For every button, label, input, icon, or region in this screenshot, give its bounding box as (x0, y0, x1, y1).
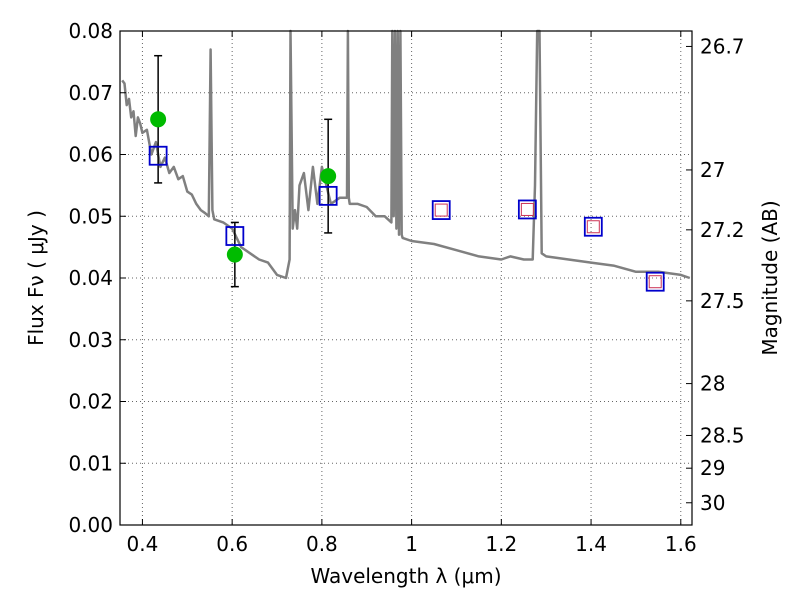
right-tick-label: 27.5 (700, 289, 745, 313)
predicted-flux-marker (648, 275, 662, 289)
observed-flux-point (226, 246, 243, 263)
y-tick-label: 0.04 (68, 266, 113, 290)
synthetic-flux-marker (225, 226, 245, 246)
y-tick-label: 0.02 (68, 390, 113, 414)
observed-flux-point (320, 168, 337, 185)
y-tick-label: 0.08 (68, 19, 113, 43)
x-tick-label: 1.6 (665, 532, 697, 556)
y-tick-label: 0.05 (68, 204, 113, 228)
synthetic-flux-marker (517, 199, 537, 220)
synthetic-flux-marker (318, 185, 338, 206)
predicted-flux-marker (520, 202, 534, 216)
y-tick-label: 0.01 (68, 451, 113, 475)
plot-frame (119, 30, 693, 526)
x-tick-label: 1.2 (485, 532, 517, 556)
plot-area (121, 29, 691, 292)
right-tick-label: 28.5 (700, 423, 745, 447)
right-tick-label: 28 (700, 372, 725, 396)
right-tick-label: 27 (700, 158, 725, 182)
synthetic-flux-marker (148, 145, 168, 166)
axis-ticks: 0.4 0.6 0.8 1 1.2 1.4 1.6 0.00 0.01 0.02 0.03 0.04 0… (68, 19, 744, 556)
x-tick-label: 0.6 (216, 532, 248, 556)
y-axis-title: Flux Fν ( μJy ) (24, 210, 48, 346)
right-tick-label: 29 (700, 456, 725, 480)
x-axis-title: Wavelength λ (μm) (310, 564, 501, 588)
predicted-flux-marker (434, 203, 448, 217)
y-tick-label: 0.06 (68, 143, 113, 167)
x-tick-label: 1.4 (575, 532, 607, 556)
grid-lines (120, 30, 692, 526)
y-tick-label: 0.00 (68, 513, 113, 537)
synthetic-flux-marker (645, 271, 665, 292)
synthetic-flux-marker (431, 200, 451, 220)
predicted-flux-marker (586, 220, 600, 234)
observed-flux-point (150, 111, 167, 128)
y-tick-label: 0.03 (68, 328, 113, 352)
right-tick-label: 26.7 (700, 34, 745, 58)
right-tick-label: 27.2 (700, 218, 745, 242)
right-tick-label: 30 (700, 491, 725, 515)
x-tick-label: 0.8 (306, 532, 338, 556)
x-tick-label: 1 (405, 532, 418, 556)
y-tick-label: 0.07 (68, 81, 113, 105)
x-tick-label: 0.4 (127, 532, 159, 556)
synthetic-flux-marker (583, 216, 603, 237)
right-axis-title: Magnitude (AB) (758, 200, 782, 355)
